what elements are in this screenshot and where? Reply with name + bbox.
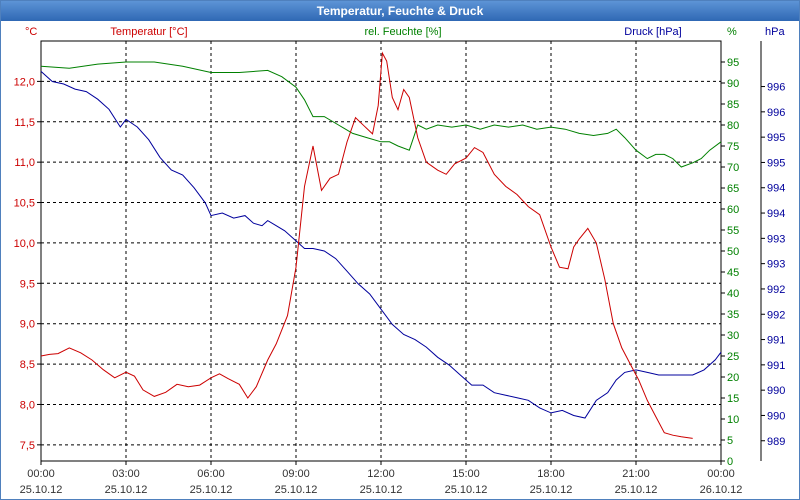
tick-label-humidity: 85 bbox=[727, 99, 739, 111]
tick-label-humidity: 15 bbox=[727, 393, 739, 405]
tick-label-x-date: 26.10.12 bbox=[700, 484, 743, 496]
tick-label-temperature: 9,0 bbox=[20, 319, 35, 331]
tick-label-pressure: 994 bbox=[767, 208, 785, 220]
tick-label-pressure: 990 bbox=[767, 410, 785, 422]
tick-label-x-time: 18:00 bbox=[537, 468, 565, 480]
tick-label-humidity: 35 bbox=[727, 309, 739, 321]
tick-label-pressure: 993 bbox=[767, 259, 785, 271]
tick-label-x-date: 25.10.12 bbox=[615, 484, 658, 496]
series-line-humidity bbox=[40, 61, 722, 168]
tick-label-x-date: 25.10.12 bbox=[275, 484, 318, 496]
tick-label-humidity: 40 bbox=[727, 288, 739, 300]
unit-label-temperature: °C bbox=[25, 26, 37, 38]
tick-label-x-time: 15:00 bbox=[452, 468, 480, 480]
tick-label-humidity: 95 bbox=[727, 57, 739, 69]
series-name-humidity: rel. Feuchte [%] bbox=[364, 26, 441, 38]
tick-label-humidity: 65 bbox=[727, 183, 739, 195]
tick-label-humidity: 20 bbox=[727, 372, 739, 384]
tick-label-pressure: 992 bbox=[767, 309, 785, 321]
tick-label-temperature: 10,5 bbox=[14, 198, 35, 210]
tick-label-temperature: 11,0 bbox=[14, 157, 35, 169]
chart-svg: 7,5 8,0 8,5 9,0 9,5 10,0 10,5 11,0 11,5 12,0 00:00… bbox=[14, 26, 786, 496]
tick-label-pressure: 996 bbox=[767, 82, 785, 94]
tick-label-x-time: 00:00 bbox=[27, 468, 55, 480]
tick-label-humidity: 60 bbox=[727, 204, 739, 216]
tick-label-humidity: 55 bbox=[727, 225, 739, 237]
tick-label-x-date: 25.10.12 bbox=[530, 484, 573, 496]
tick-label-humidity: 80 bbox=[727, 120, 739, 132]
tick-label-x-time: 21:00 bbox=[622, 468, 650, 480]
tick-label-pressure: 995 bbox=[767, 132, 785, 144]
tick-label-pressure: 994 bbox=[767, 183, 785, 195]
tick-label-pressure: 992 bbox=[767, 284, 785, 296]
series-name-pressure: Druck [hPa] bbox=[624, 26, 681, 38]
tick-label-pressure: 993 bbox=[767, 233, 785, 245]
tick-label-humidity: 75 bbox=[727, 141, 739, 153]
tick-label-x-time: 06:00 bbox=[197, 468, 225, 480]
series-name-temperature: Temperatur [°C] bbox=[110, 26, 187, 38]
tick-label-x-time: 00:00 bbox=[707, 468, 735, 480]
unit-label-pressure: hPa bbox=[765, 26, 785, 38]
tick-label-temperature: 10,0 bbox=[14, 238, 35, 250]
tick-label-pressure: 991 bbox=[767, 360, 785, 372]
tick-label-x-date: 25.10.12 bbox=[190, 484, 233, 496]
tick-label-x-date: 25.10.12 bbox=[445, 484, 488, 496]
tick-label-humidity: 5 bbox=[727, 435, 733, 447]
tick-label-temperature: 8,5 bbox=[20, 359, 35, 371]
tick-label-pressure: 996 bbox=[767, 107, 785, 119]
tick-label-humidity: 25 bbox=[727, 351, 739, 363]
tick-label-temperature: 12,0 bbox=[14, 76, 35, 88]
unit-label-humidity: % bbox=[727, 26, 737, 38]
tick-label-humidity: 50 bbox=[727, 246, 739, 258]
tick-label-x-time: 09:00 bbox=[282, 468, 310, 480]
tick-label-pressure: 995 bbox=[767, 157, 785, 169]
tick-label-pressure: 990 bbox=[767, 385, 785, 397]
tick-label-x-date: 25.10.12 bbox=[360, 484, 403, 496]
chart-title: Temperatur, Feuchte & Druck bbox=[1, 1, 799, 21]
tick-label-pressure: 991 bbox=[767, 335, 785, 347]
tick-label-humidity: 0 bbox=[727, 456, 733, 468]
tick-label-humidity: 90 bbox=[727, 78, 739, 90]
tick-label-temperature: 8,0 bbox=[20, 399, 35, 411]
tick-label-x-date: 25.10.12 bbox=[105, 484, 148, 496]
tick-label-humidity: 10 bbox=[727, 414, 739, 426]
tick-label-humidity: 45 bbox=[727, 267, 739, 279]
tick-label-temperature: 9,5 bbox=[20, 278, 35, 290]
tick-label-temperature: 11,5 bbox=[14, 117, 35, 129]
tick-label-x-time: 03:00 bbox=[112, 468, 140, 480]
tick-label-humidity: 30 bbox=[727, 330, 739, 342]
tick-label-temperature: 7,5 bbox=[20, 440, 35, 452]
tick-label-humidity: 70 bbox=[727, 162, 739, 174]
series-line-pressure bbox=[40, 71, 722, 419]
series-line-temperature bbox=[40, 51, 693, 439]
tick-label-pressure: 989 bbox=[767, 436, 785, 448]
tick-label-x-date: 25.10.12 bbox=[20, 484, 63, 496]
tick-label-x-time: 12:00 bbox=[367, 468, 395, 480]
